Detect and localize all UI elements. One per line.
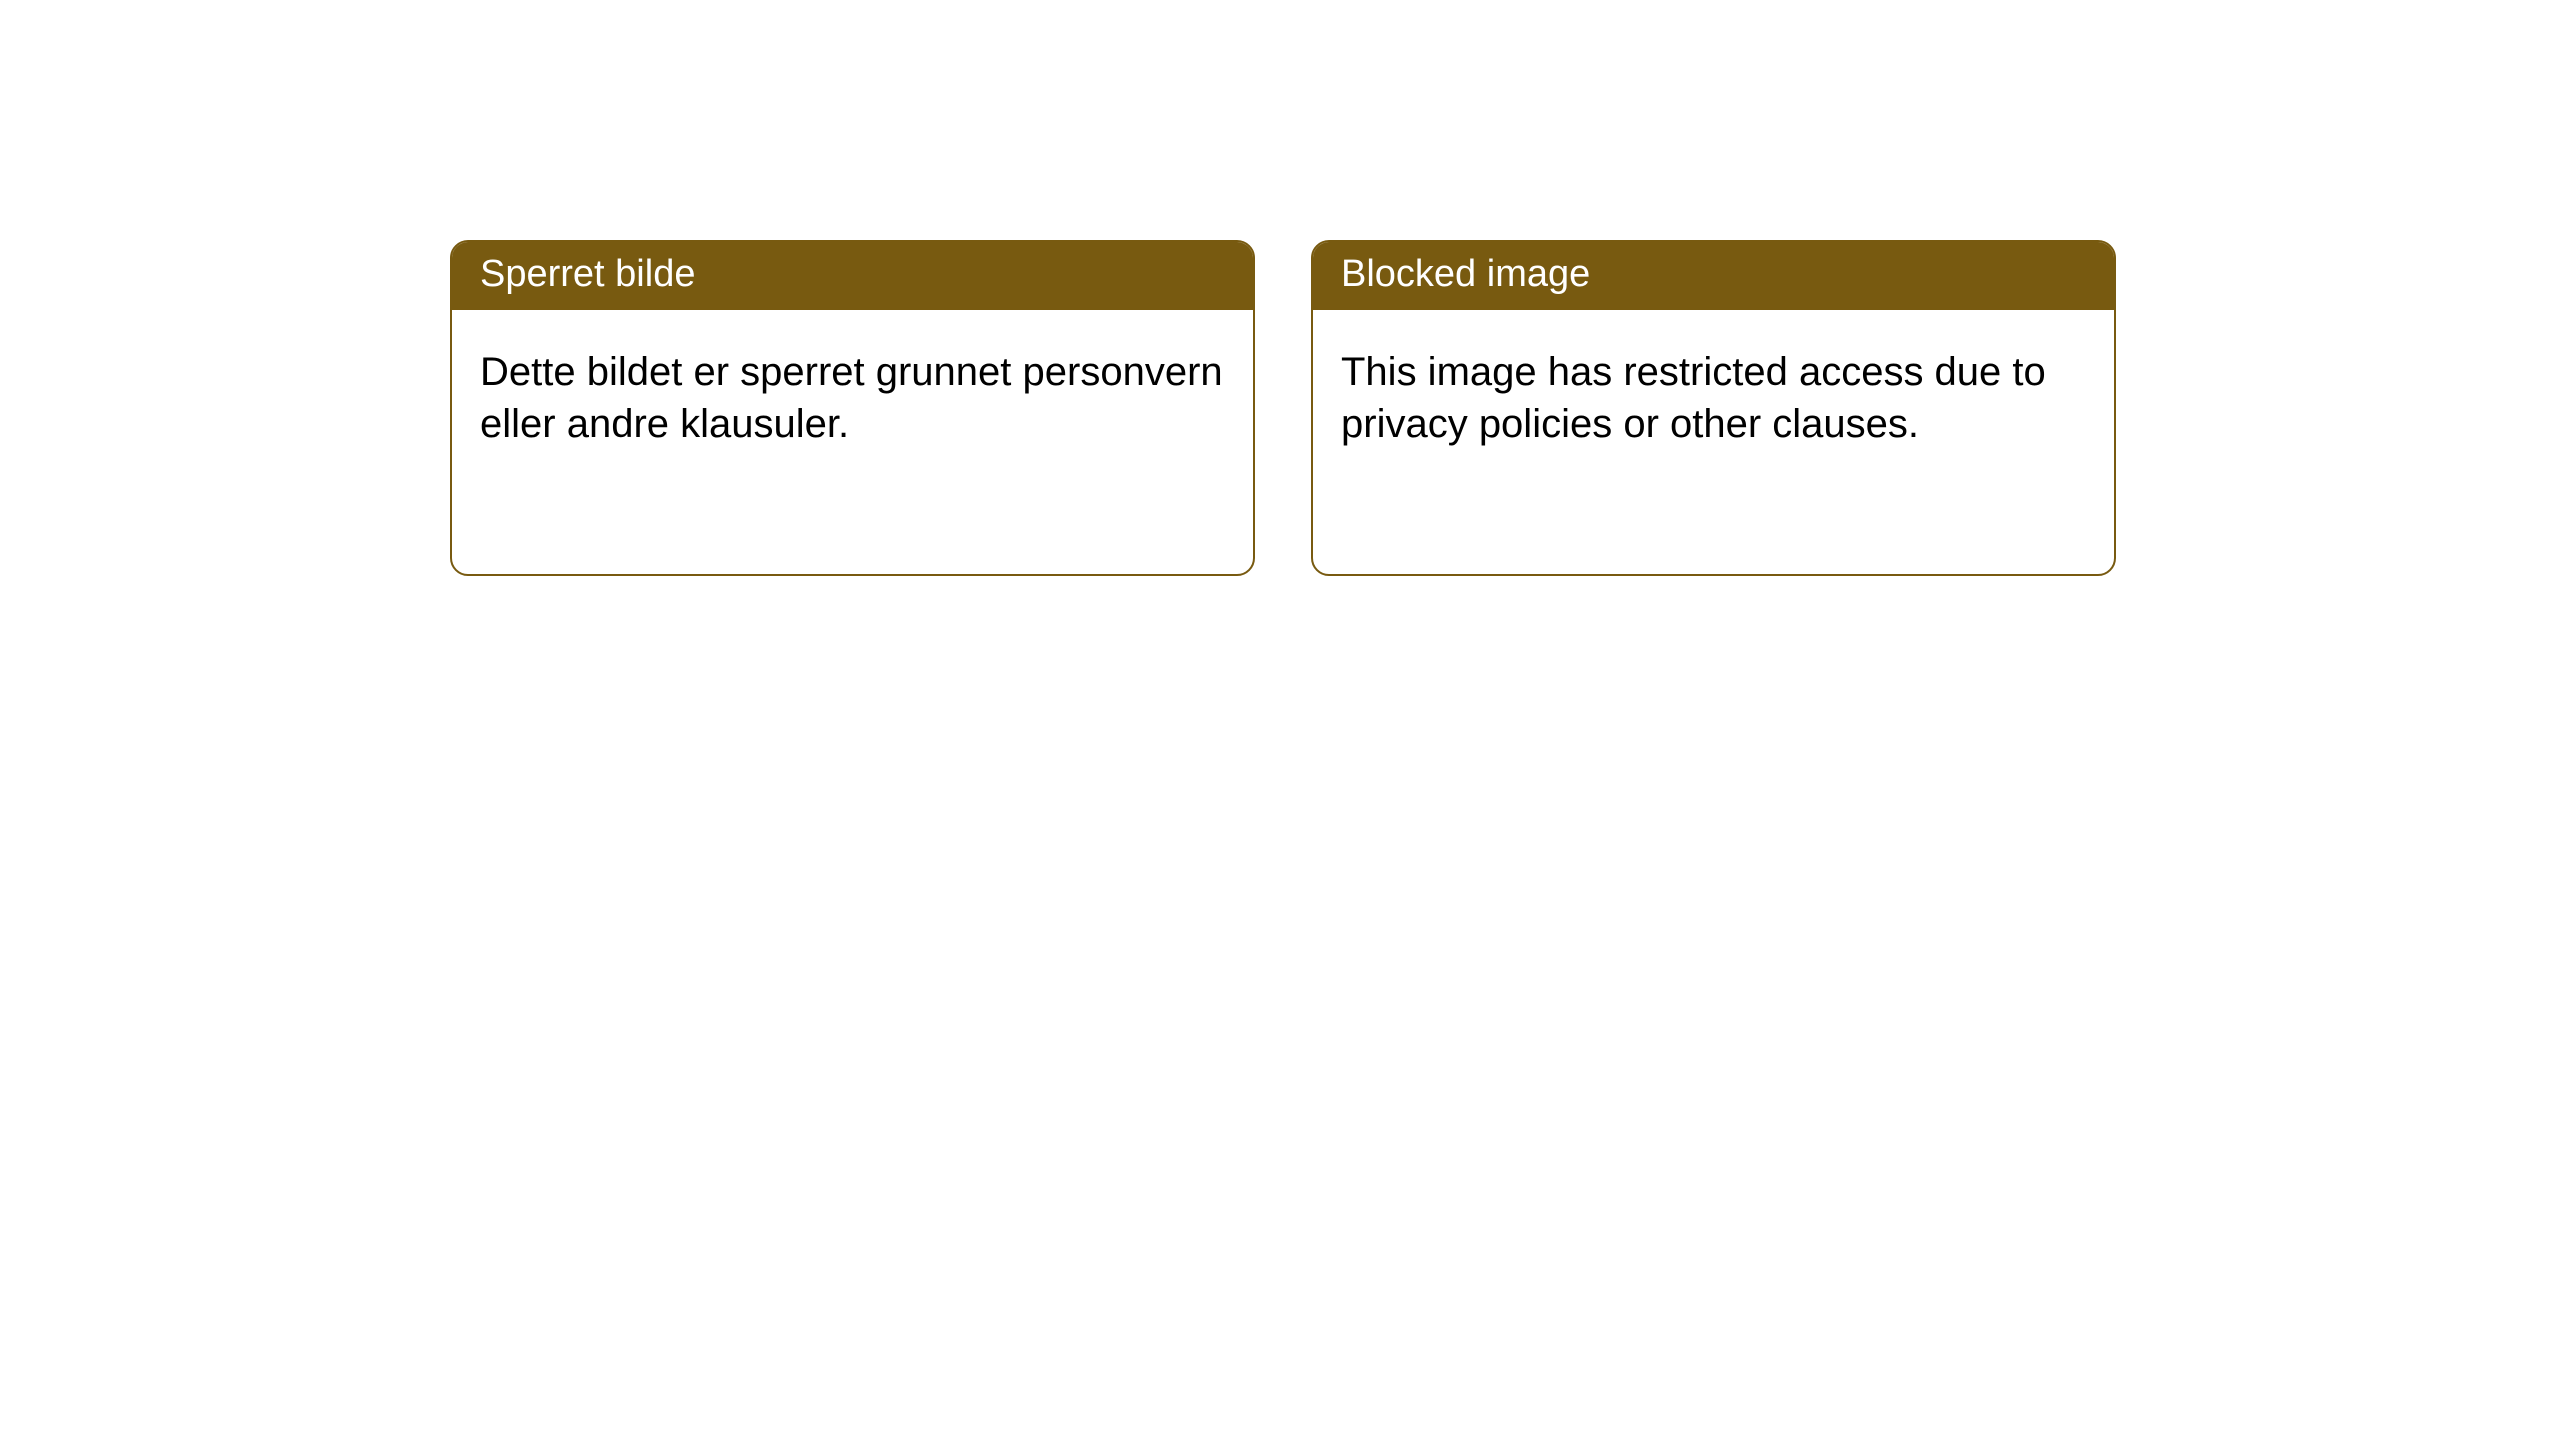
notice-body-english: This image has restricted access due to … xyxy=(1313,310,2114,486)
notice-container: Sperret bilde Dette bildet er sperret gr… xyxy=(0,0,2560,576)
notice-body-norwegian: Dette bildet er sperret grunnet personve… xyxy=(452,310,1253,486)
notice-box-english: Blocked image This image has restricted … xyxy=(1311,240,2116,576)
notice-header-norwegian: Sperret bilde xyxy=(452,242,1253,310)
notice-box-norwegian: Sperret bilde Dette bildet er sperret gr… xyxy=(450,240,1255,576)
notice-header-english: Blocked image xyxy=(1313,242,2114,310)
